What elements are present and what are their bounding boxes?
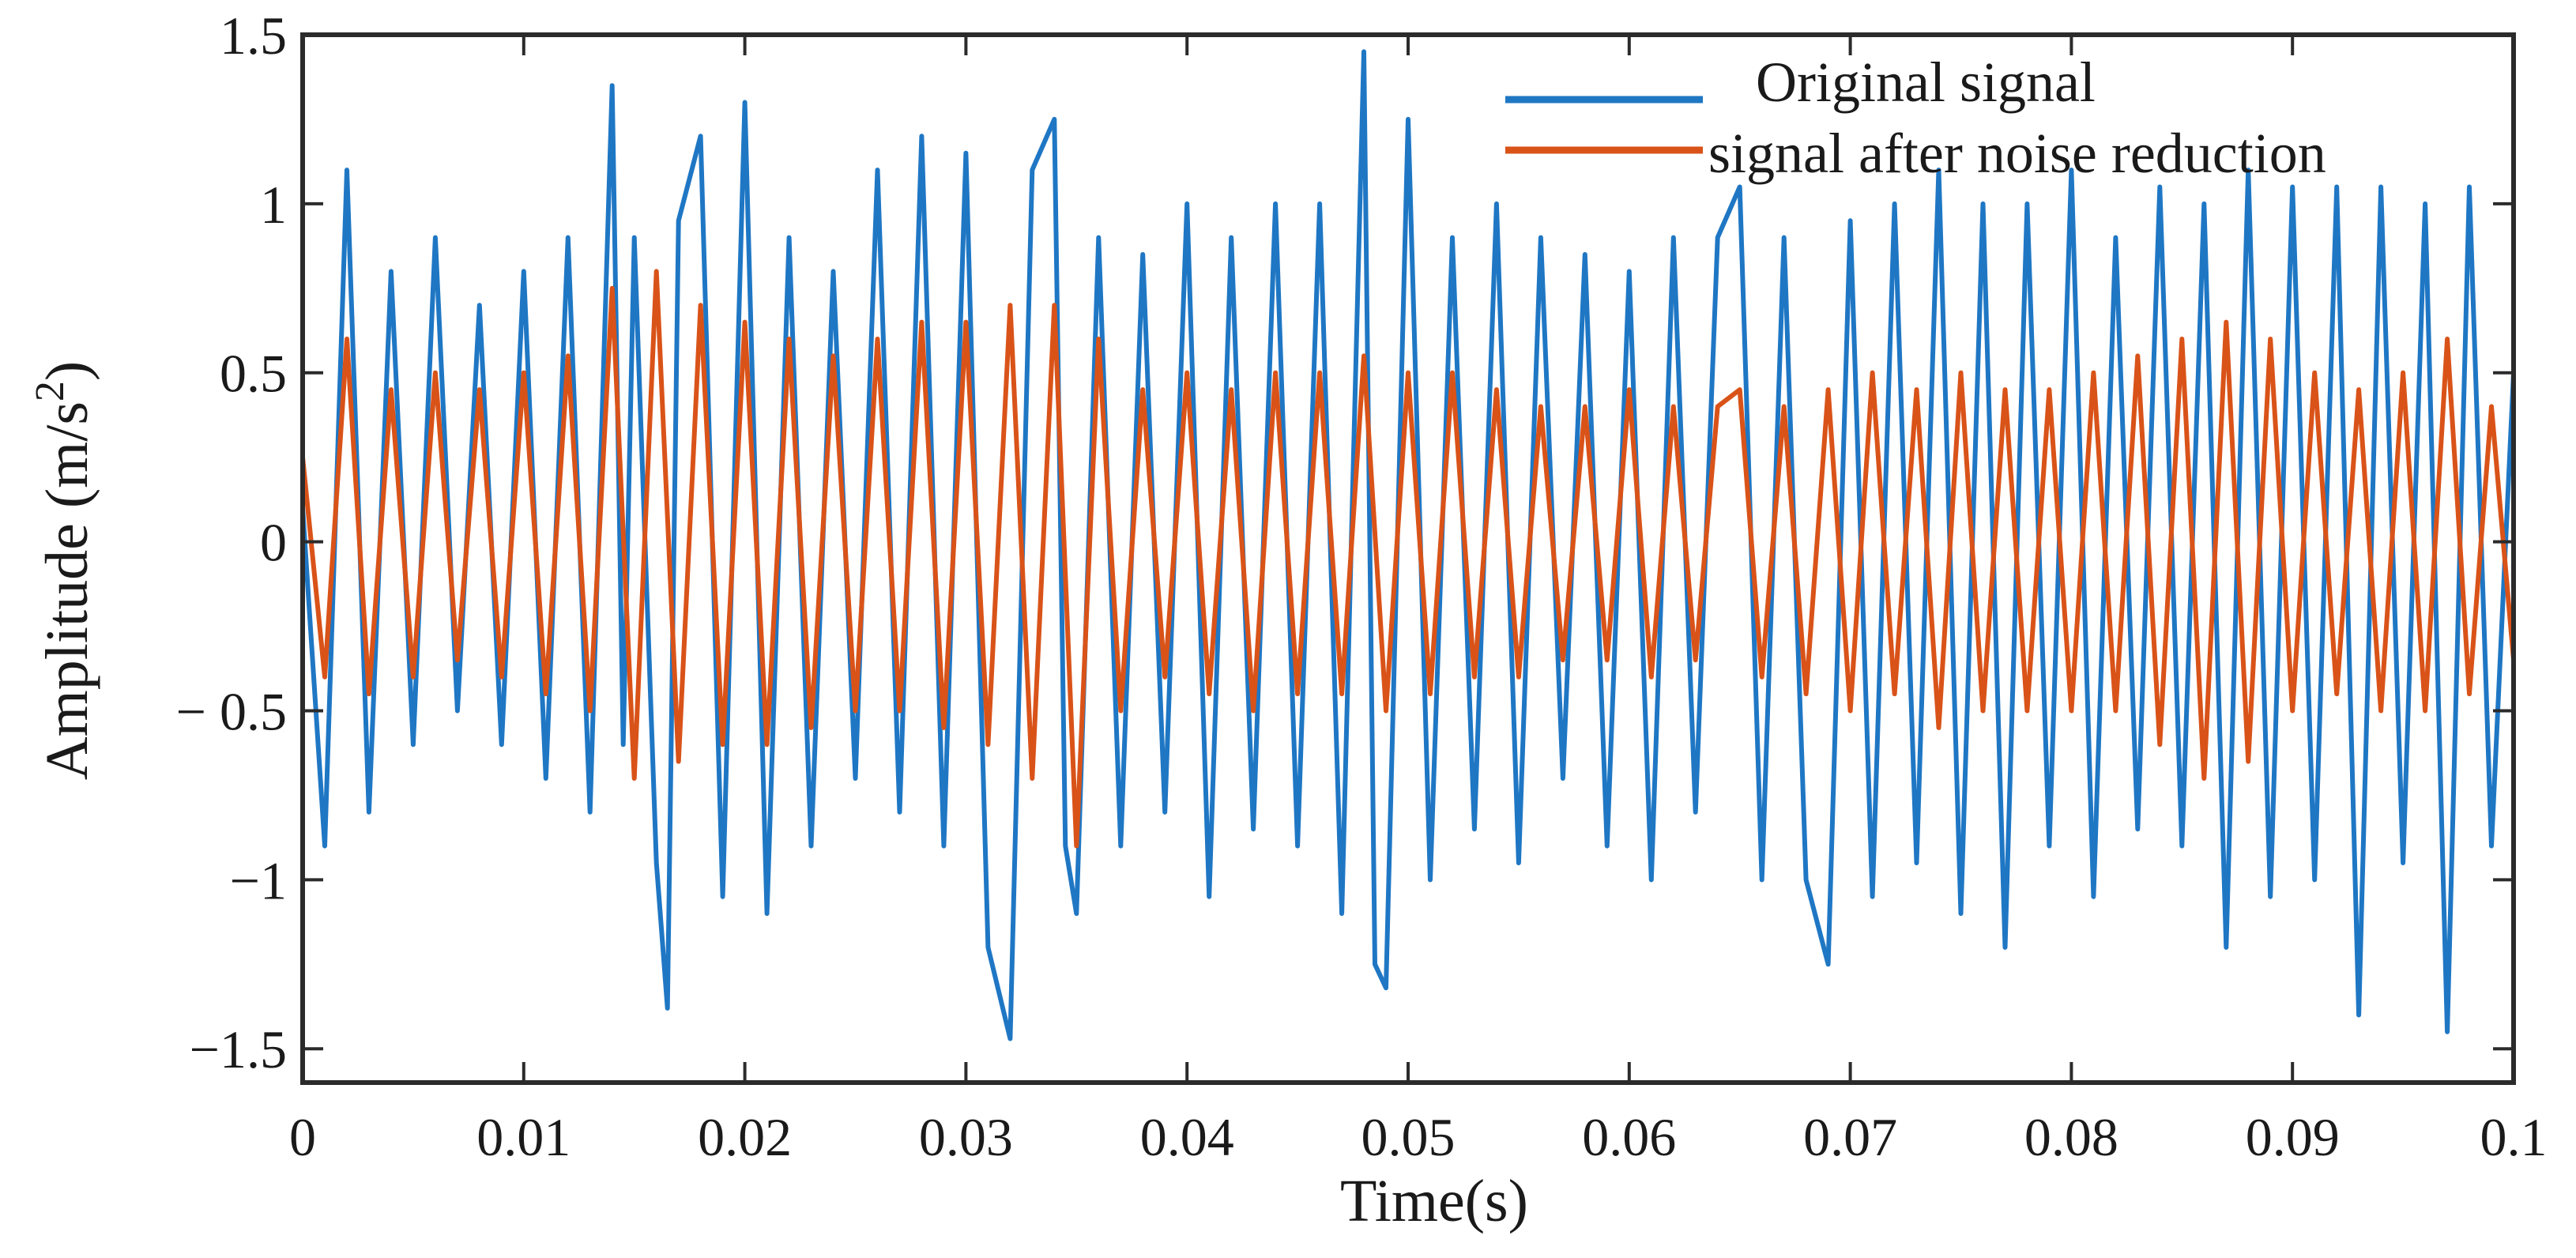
x-tick-label: 0.03 xyxy=(919,1107,1013,1167)
y-axis-title-main: Amplitude (m/s xyxy=(34,401,100,780)
x-tick-label: 0.01 xyxy=(476,1107,571,1167)
x-axis-ticks: 0 0.01 0.02 0.03 0.04 0.05 0.06 0.07 0.08 0.09 0.1 xyxy=(289,35,2548,1167)
x-axis-title: Time(s) xyxy=(1340,1168,1528,1234)
x-tick-label: 0.06 xyxy=(1582,1107,1676,1167)
y-axis-title: Amplitude (m/s2) xyxy=(28,361,100,781)
series-line-denoised-signal xyxy=(303,269,2514,849)
x-tick-label: 0.08 xyxy=(2024,1107,2118,1167)
legend-label-denoised: signal after noise reduction xyxy=(1708,122,2326,185)
y-tick-label: 0.5 xyxy=(220,344,287,404)
x-tick-label: 0.09 xyxy=(2246,1107,2340,1167)
y-axis-title-superscript: 2 xyxy=(28,381,73,401)
legend-label-original: Original signal xyxy=(1756,51,2096,114)
x-tick-label: 0 xyxy=(289,1107,316,1167)
y-tick-label: 1.5 xyxy=(220,6,287,66)
x-tick-label: 0.1 xyxy=(2480,1107,2548,1167)
y-tick-label: 0 xyxy=(260,513,287,573)
series-layer xyxy=(303,49,2514,1041)
y-tick-label: −1 xyxy=(230,850,287,910)
y-tick-label: 1 xyxy=(260,175,287,235)
y-tick-label: −1.5 xyxy=(190,1019,287,1079)
y-axis-ticks: 1.5 1 0.5 0 − 0.5 −1 −1.5 xyxy=(176,6,2514,1079)
x-tick-label: 0.05 xyxy=(1361,1107,1456,1167)
x-tick-label: 0.04 xyxy=(1140,1107,1234,1167)
series-line-original-signal xyxy=(303,49,2514,1041)
y-axis-title-close: ) xyxy=(34,361,100,381)
y-tick-label: − 0.5 xyxy=(176,681,287,741)
x-tick-label: 0.02 xyxy=(698,1107,792,1167)
legend: Original signal signal after noise reduc… xyxy=(1505,51,2326,185)
x-tick-label: 0.07 xyxy=(1803,1107,1897,1167)
